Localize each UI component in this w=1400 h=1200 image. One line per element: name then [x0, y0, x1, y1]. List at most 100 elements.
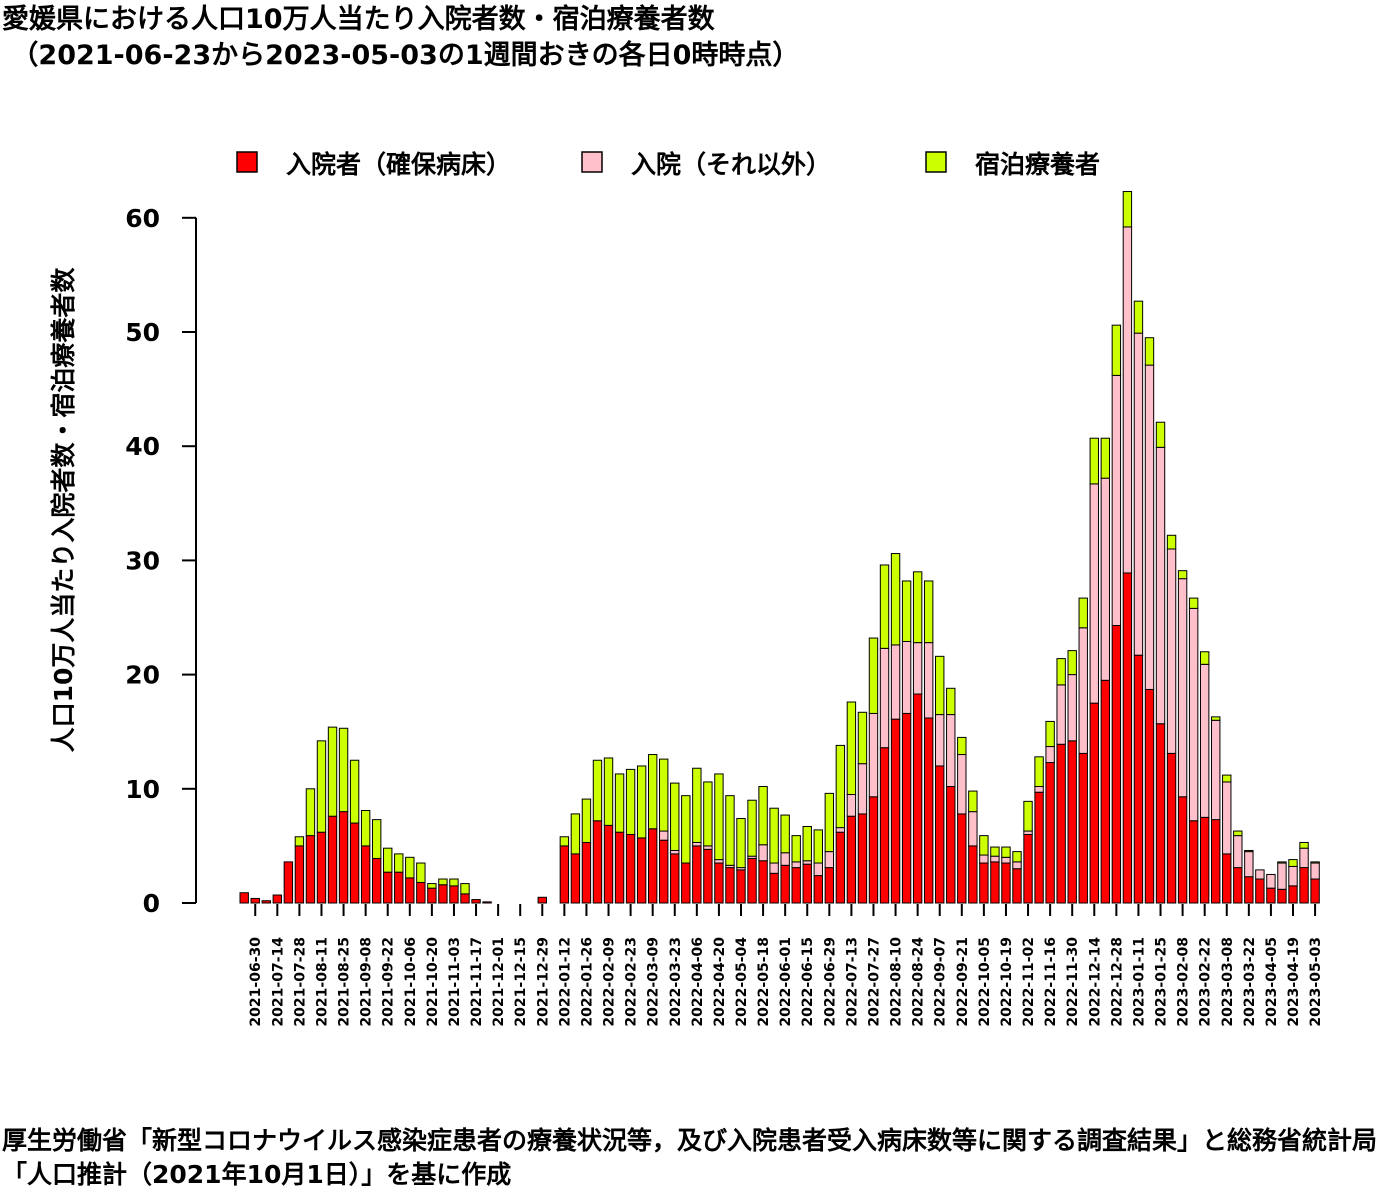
- bar-segment-s3-2021-08-25: [338, 727, 349, 813]
- bar-segment-s3-2023-02-01: [1166, 534, 1177, 550]
- chart-title: 愛媛県における人口10万人当たり入院者数・宿泊療養者数 （2021-06-23か…: [2, 2, 799, 74]
- bar-segment-s1-2022-12-21: [1100, 679, 1111, 904]
- y-tick-label: 10: [125, 775, 160, 804]
- bar-segment-s3-2022-09-14: [946, 687, 956, 716]
- bar-segment-s2-2023-03-22: [1244, 851, 1254, 878]
- bar-segment-s1-2023-01-04: [1122, 572, 1133, 904]
- bar-segment-s1-2023-01-25: [1155, 723, 1166, 904]
- bar-segment-s3-2023-04-19: [1288, 859, 1298, 867]
- bar-segment-s1-2023-04-19: [1288, 885, 1298, 904]
- bar-segment-s2-2022-09-07: [935, 714, 945, 767]
- bar-segment-s1-2022-09-28: [968, 845, 978, 904]
- bar-segment-s2-2023-02-22: [1199, 663, 1210, 818]
- x-tick-label: 2022-05-18: [756, 937, 772, 1027]
- bar-segment-s1-2022-08-03: [879, 747, 890, 904]
- bar-segment-s3-2023-04-12: [1277, 861, 1287, 864]
- bar-segment-s3-2022-02-16: [614, 773, 625, 833]
- bar-segment-s1-2021-11-10: [460, 893, 470, 904]
- bar-segment-s3-2022-06-29: [824, 792, 835, 853]
- bar-segment-s3-2022-05-11: [747, 799, 757, 857]
- bar-segment-s1-2021-10-13: [416, 881, 426, 904]
- bar-segment-s2-2022-10-12: [990, 855, 1000, 863]
- x-tick-label: 2022-07-13: [844, 937, 860, 1027]
- legend-swatch-3: [925, 151, 947, 173]
- bar-segment-s3-2022-04-13: [703, 781, 713, 847]
- bar-segment-s3-2022-08-03: [879, 564, 890, 649]
- bar-segment-s1-2021-08-25: [338, 811, 349, 904]
- bar-segment-s3-2022-04-20: [714, 773, 724, 861]
- bar-segment-s3-2022-01-12: [559, 836, 570, 847]
- bar-segment-s1-2021-07-28: [294, 845, 305, 904]
- bar-segment-s2-2022-06-29: [824, 851, 835, 869]
- bar-segment-s3-2023-03-08: [1222, 774, 1232, 783]
- bar-segment-s1-2021-11-24: [482, 901, 492, 904]
- bar-segment-s1-2023-01-18: [1144, 688, 1155, 904]
- bar-segment-s2-2022-06-22: [813, 862, 823, 877]
- x-tick-label: 2023-04-19: [1286, 937, 1302, 1027]
- bar-segment-s3-2021-08-18: [327, 726, 338, 817]
- bar-segment-s3-2021-09-15: [371, 819, 382, 859]
- bar-segment-s3-2021-09-29: [394, 853, 404, 873]
- bar-segment-s1-2022-08-17: [901, 712, 912, 904]
- x-tick-label: 2023-02-22: [1198, 937, 1214, 1027]
- bar-segment-s1-2023-02-22: [1199, 816, 1210, 904]
- bar-segment-s3-2022-09-07: [935, 655, 945, 716]
- bar-segment-s2-2022-11-09: [1034, 786, 1044, 793]
- bar-segment-s3-2022-02-02: [592, 759, 603, 822]
- y-axis: 0 10 20 30 40 50 60: [125, 204, 197, 918]
- bar-segment-s3-2022-11-09: [1034, 756, 1044, 788]
- bar-segment-s1-2021-09-01: [349, 822, 360, 904]
- x-tick-label: 2021-09-22: [381, 937, 397, 1027]
- bar-segment-s1-2023-03-29: [1255, 878, 1265, 904]
- bar-segment-s1-2021-08-18: [327, 815, 338, 904]
- bar-segment-s3-2023-02-15: [1188, 597, 1199, 609]
- bar-segment-s1-2022-05-18: [758, 860, 768, 904]
- bar-segment-s1-2022-12-14: [1089, 702, 1099, 904]
- x-tick-label: 2021-06-30: [248, 937, 264, 1027]
- bar-segment-s2-2022-10-19: [1001, 856, 1011, 864]
- bar-segment-s2-2023-01-25: [1155, 446, 1166, 725]
- bar-segment-s2-2022-08-03: [879, 647, 890, 749]
- bar-segment-s3-2021-09-01: [349, 759, 360, 824]
- bar-segment-s2-2022-11-30: [1067, 674, 1077, 742]
- bar-segment-s2-2023-03-15: [1233, 835, 1243, 869]
- bar-segment-s3-2022-08-31: [923, 580, 934, 644]
- bar-segment-s2-2022-05-18: [758, 844, 768, 862]
- bar-segment-s3-2021-11-03: [449, 878, 459, 887]
- bar-segment-s1-2023-02-01: [1166, 752, 1177, 904]
- bar-segment-s1-2022-06-22: [813, 875, 823, 904]
- y-axis-label: 人口10万人当たり入院者数・宿泊療養者数: [49, 267, 78, 753]
- bar-segment-s2-2022-12-14: [1089, 483, 1099, 704]
- bar-segment-s3-2022-01-26: [581, 798, 592, 843]
- bar-segment-s2-2022-09-14: [946, 714, 956, 788]
- bar-segment-s1-2023-04-26: [1299, 867, 1309, 904]
- x-tick-label: 2023-01-11: [1131, 937, 1147, 1027]
- x-tick-label: 2022-12-14: [1087, 937, 1103, 1027]
- bar-segment-s1-2023-03-15: [1233, 867, 1243, 904]
- bar-segment-s3-2021-10-06: [405, 856, 415, 879]
- x-tick-label: 2022-07-27: [866, 937, 882, 1027]
- y-tick-label: 40: [125, 432, 160, 461]
- bar-segment-s3-2022-03-02: [636, 765, 647, 839]
- bar-segment-s3-2022-12-21: [1100, 437, 1111, 479]
- bar-segment-s1-2022-08-31: [923, 717, 934, 904]
- bar-segment-s1-2021-07-21: [283, 861, 294, 904]
- bar-segment-s3-2022-05-25: [769, 807, 779, 864]
- bar-segment-s3-2023-02-08: [1177, 570, 1188, 580]
- bar-segment-s3-2022-12-07: [1078, 597, 1088, 629]
- bar-segment-s1-2022-06-08: [791, 867, 801, 904]
- bar-segment-s1-2022-05-11: [747, 857, 757, 904]
- bar-segment-s1-2022-04-06: [692, 845, 702, 904]
- bar-segment-s2-2022-12-28: [1111, 374, 1122, 626]
- bar-segment-s3-2022-03-30: [681, 795, 691, 864]
- x-tick-label: 2022-03-23: [668, 937, 684, 1027]
- bar-segment-s3-2022-04-27: [725, 795, 735, 866]
- bar-segment-s1-2022-03-30: [681, 862, 691, 904]
- bar-segment-s1-2023-03-01: [1211, 819, 1221, 904]
- bar-segment-s3-2022-07-13: [846, 701, 857, 796]
- bar-segment-s2-2022-08-17: [901, 640, 912, 714]
- bar-segment-s2-2023-04-05: [1266, 873, 1276, 889]
- bar-segment-s1-2021-10-06: [405, 877, 415, 904]
- legend-swatch-1: [236, 151, 258, 173]
- bar-segment-s3-2022-07-27: [868, 637, 879, 714]
